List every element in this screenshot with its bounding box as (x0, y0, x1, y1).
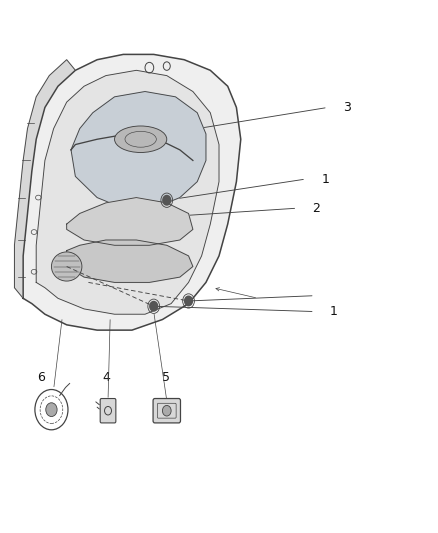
Text: 1: 1 (321, 173, 329, 185)
Polygon shape (67, 198, 193, 245)
Text: 3: 3 (343, 101, 351, 114)
Text: 2: 2 (313, 201, 321, 215)
Text: 4: 4 (102, 371, 110, 384)
FancyArrowPatch shape (96, 402, 99, 405)
Polygon shape (23, 54, 241, 330)
FancyArrowPatch shape (97, 407, 99, 409)
FancyBboxPatch shape (100, 399, 116, 423)
Polygon shape (36, 70, 219, 314)
Circle shape (163, 196, 171, 205)
Circle shape (162, 406, 171, 416)
Text: 1: 1 (330, 305, 338, 318)
Text: 6: 6 (38, 371, 46, 384)
Polygon shape (71, 92, 206, 208)
Text: 5: 5 (162, 371, 170, 384)
Circle shape (46, 403, 57, 417)
Circle shape (185, 296, 192, 306)
Ellipse shape (115, 126, 167, 152)
Polygon shape (14, 60, 75, 298)
Ellipse shape (51, 252, 82, 281)
FancyBboxPatch shape (153, 399, 180, 423)
Polygon shape (67, 240, 193, 282)
Circle shape (150, 302, 158, 311)
